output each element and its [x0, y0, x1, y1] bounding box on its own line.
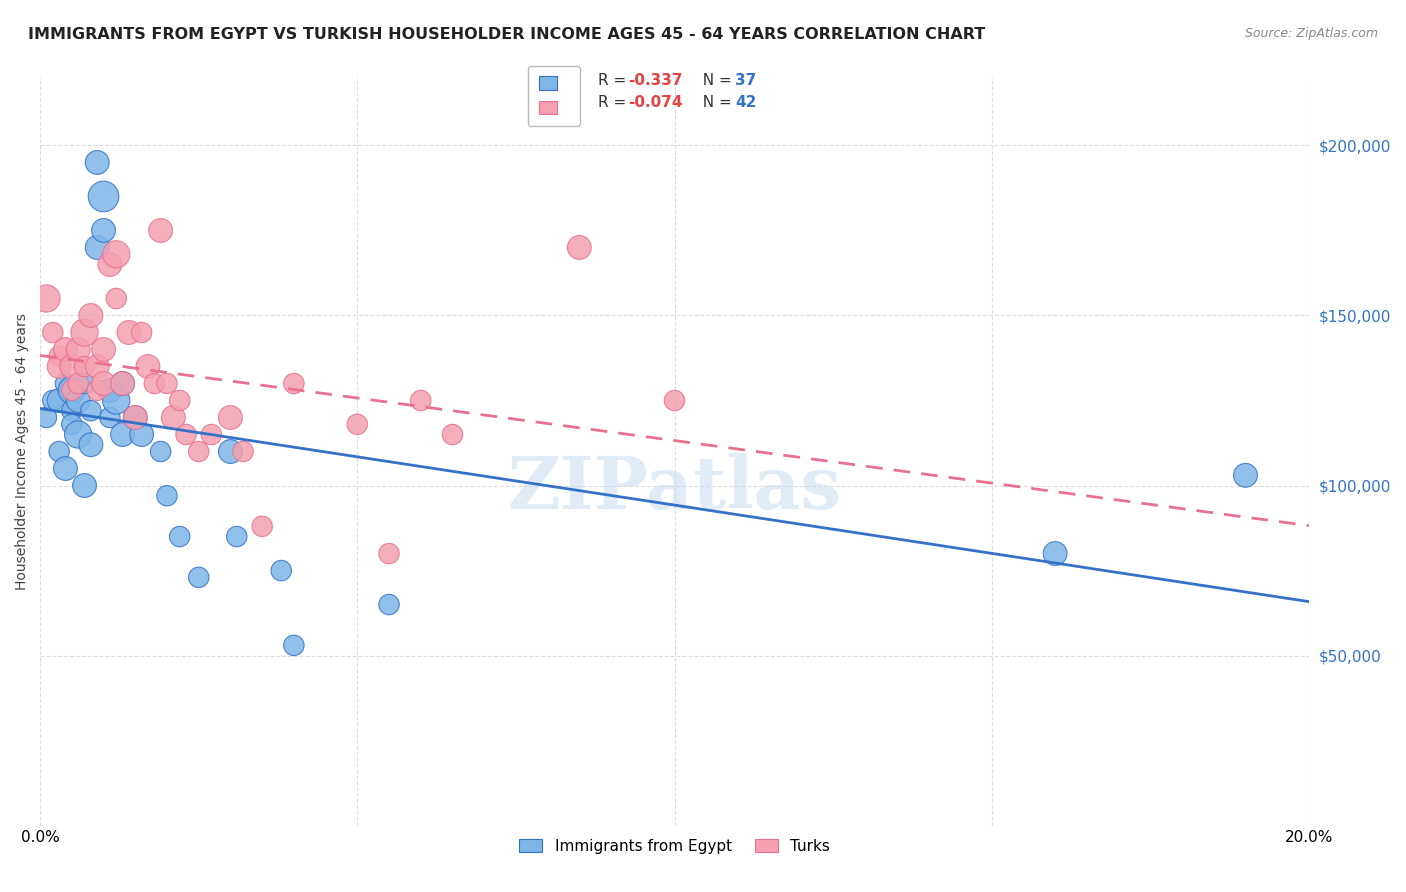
- Point: [67, 427, 90, 442]
- Point: [42, 326, 65, 340]
- Point: [60, 384, 83, 398]
- Legend: Immigrants from Egypt, Turks: Immigrants from Egypt, Turks: [510, 830, 839, 863]
- Point: [169, 529, 191, 543]
- Text: -0.337: -0.337: [628, 73, 683, 88]
- Text: N =: N =: [693, 73, 737, 88]
- Point: [42, 393, 65, 408]
- Point: [48, 349, 70, 363]
- Point: [80, 438, 103, 452]
- Point: [174, 427, 197, 442]
- Point: [98, 410, 121, 425]
- Point: [149, 444, 172, 458]
- Point: [73, 326, 96, 340]
- Point: [105, 292, 128, 306]
- Point: [86, 359, 108, 374]
- Point: [664, 393, 686, 408]
- Text: Source: ZipAtlas.com: Source: ZipAtlas.com: [1244, 27, 1378, 40]
- Point: [136, 359, 159, 374]
- Point: [93, 343, 115, 357]
- Point: [225, 529, 247, 543]
- Point: [67, 393, 90, 408]
- Text: 42: 42: [735, 95, 756, 111]
- Point: [111, 427, 134, 442]
- Point: [143, 376, 166, 391]
- Point: [98, 257, 121, 271]
- Point: [441, 427, 464, 442]
- Point: [250, 519, 273, 533]
- Point: [60, 403, 83, 417]
- Text: ZIPatlas: ZIPatlas: [508, 453, 842, 524]
- Text: R =: R =: [598, 73, 631, 88]
- Point: [80, 403, 103, 417]
- Point: [48, 444, 70, 458]
- Point: [409, 393, 432, 408]
- Point: [73, 359, 96, 374]
- Point: [149, 223, 172, 237]
- Point: [105, 247, 128, 261]
- Point: [187, 570, 209, 584]
- Point: [105, 393, 128, 408]
- Point: [93, 376, 115, 391]
- Point: [67, 376, 90, 391]
- Text: -0.074: -0.074: [628, 95, 683, 111]
- Point: [86, 155, 108, 169]
- Point: [55, 376, 77, 391]
- Point: [232, 444, 254, 458]
- Text: R =: R =: [598, 95, 631, 111]
- Point: [73, 478, 96, 492]
- Point: [1043, 547, 1066, 561]
- Text: IMMIGRANTS FROM EGYPT VS TURKISH HOUSEHOLDER INCOME AGES 45 - 64 YEARS CORRELATI: IMMIGRANTS FROM EGYPT VS TURKISH HOUSEHO…: [28, 27, 986, 42]
- Point: [346, 417, 368, 432]
- Point: [568, 240, 591, 254]
- Point: [98, 384, 121, 398]
- Point: [169, 393, 191, 408]
- Point: [156, 489, 179, 503]
- Point: [378, 547, 401, 561]
- Point: [60, 384, 83, 398]
- Point: [200, 427, 222, 442]
- Point: [93, 189, 115, 203]
- Point: [67, 343, 90, 357]
- Point: [86, 240, 108, 254]
- Point: [60, 417, 83, 432]
- Point: [73, 376, 96, 391]
- Point: [93, 223, 115, 237]
- Point: [283, 638, 305, 652]
- Point: [48, 393, 70, 408]
- Point: [162, 410, 184, 425]
- Point: [219, 410, 242, 425]
- Point: [35, 292, 58, 306]
- Point: [35, 410, 58, 425]
- Point: [131, 427, 153, 442]
- Point: [124, 410, 146, 425]
- Point: [48, 359, 70, 374]
- Point: [111, 376, 134, 391]
- Y-axis label: Householder Income Ages 45 - 64 years: Householder Income Ages 45 - 64 years: [15, 313, 30, 590]
- Text: N =: N =: [693, 95, 737, 111]
- Point: [55, 343, 77, 357]
- Point: [118, 326, 141, 340]
- Point: [187, 444, 209, 458]
- Text: 37: 37: [735, 73, 756, 88]
- Point: [111, 376, 134, 391]
- Point: [1234, 468, 1257, 483]
- Point: [124, 410, 146, 425]
- Point: [55, 461, 77, 475]
- Point: [131, 326, 153, 340]
- Point: [219, 444, 242, 458]
- Point: [283, 376, 305, 391]
- Point: [378, 598, 401, 612]
- Point: [80, 309, 103, 323]
- Point: [60, 359, 83, 374]
- Point: [156, 376, 179, 391]
- Point: [86, 384, 108, 398]
- Point: [270, 564, 292, 578]
